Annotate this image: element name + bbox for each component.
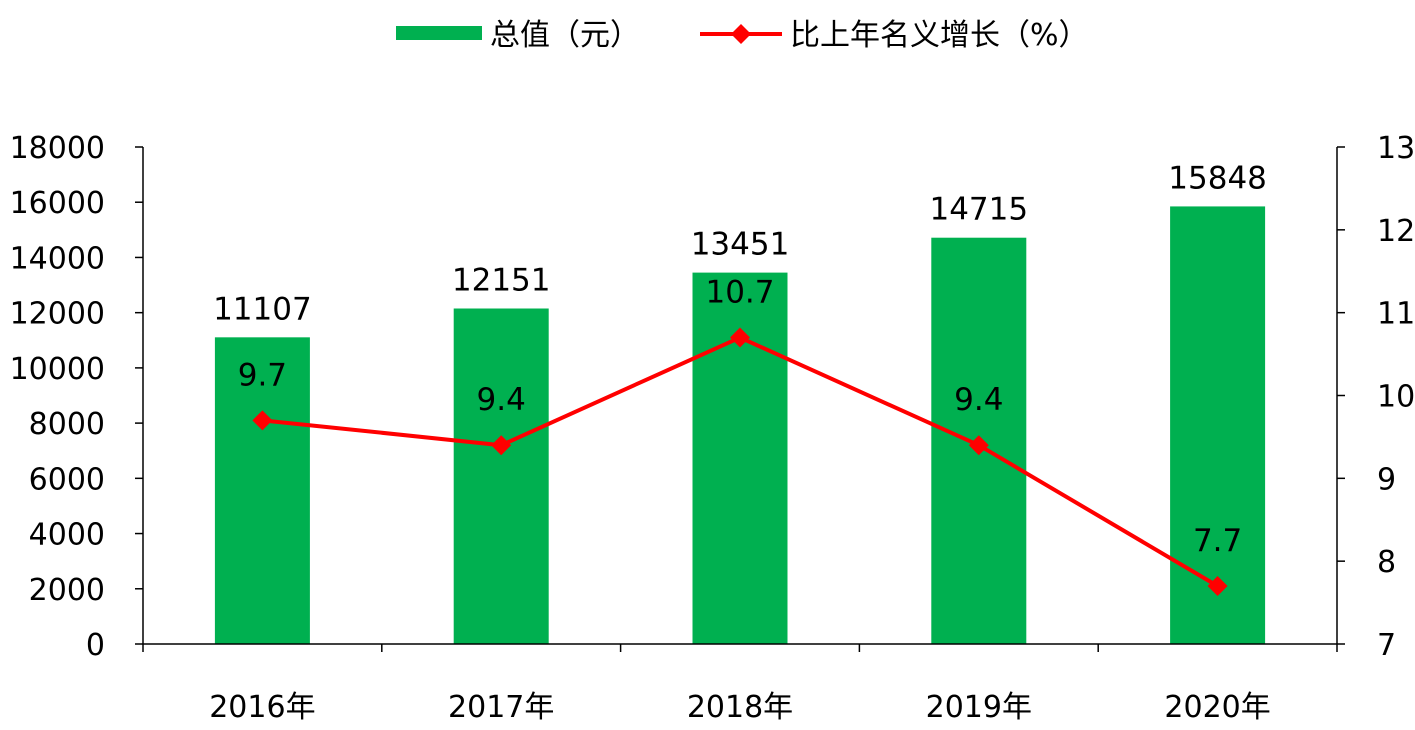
line-point — [252, 410, 273, 431]
line-point — [730, 327, 750, 348]
bar-data-label: 13451 — [691, 227, 790, 263]
y-right-tick-label: 7 — [1377, 628, 1396, 663]
line-data-label: 7.7 — [1193, 523, 1242, 559]
y-right-tick-label: 9 — [1377, 462, 1396, 497]
y-left-tick-label: 2000 — [29, 573, 105, 608]
line-point — [1207, 576, 1228, 597]
line-data-label: 9.7 — [238, 357, 287, 393]
legend-swatch-bar — [396, 26, 482, 40]
bar-data-label: 14715 — [929, 192, 1028, 228]
y-left-tick-label: 4000 — [29, 518, 105, 553]
y-axis-right: 7 8 9 10 11 12 13 — [1336, 131, 1415, 663]
x-tick-label: 2016年 — [209, 690, 315, 725]
y-left-tick-label: 8000 — [29, 407, 105, 442]
y-right-tick-label: 10 — [1377, 380, 1415, 415]
y-right-tick-label: 8 — [1377, 545, 1396, 580]
y-left-tick-label: 0 — [86, 628, 105, 663]
legend-label-bar: 总值（元） — [490, 18, 640, 53]
x-tick-label: 2017年 — [448, 690, 554, 725]
y-right-tick-label: 12 — [1377, 214, 1415, 249]
line-point — [968, 435, 989, 456]
x-tick-label: 2019年 — [926, 690, 1032, 725]
legend: 总值（元） 比上年名义增长（%） — [396, 18, 1089, 53]
x-axis: 2016年 2017年 2018年 2019年 2020年 — [142, 643, 1338, 725]
line-data-label: 9.4 — [477, 382, 526, 418]
y-left-tick-label: 6000 — [29, 462, 105, 497]
y-right-tick-label: 13 — [1377, 131, 1415, 166]
plot-area: 11107 12151 13451 14715 15848 9.7 9.4 10.7 9.4 7.… — [213, 160, 1267, 644]
y-axis-left: 0 2000 4000 6000 8000 10000 12000 14000 16000 180… — [10, 131, 144, 663]
bar — [214, 337, 310, 644]
bar-data-label: 12151 — [452, 262, 551, 298]
y-left-tick-label: 16000 — [10, 186, 105, 221]
bar-data-label: 15848 — [1168, 160, 1267, 196]
legend-label-line: 比上年名义增长（%） — [790, 18, 1089, 53]
y-left-tick-label: 10000 — [10, 352, 105, 387]
y-left-tick-label: 18000 — [10, 131, 105, 166]
line-data-label: 10.7 — [705, 275, 774, 311]
x-tick-label: 2018年 — [687, 690, 793, 725]
line-point — [491, 435, 512, 456]
bar — [1170, 206, 1266, 644]
y-left-tick-label: 14000 — [10, 241, 105, 276]
bar — [453, 308, 549, 644]
line-data-label: 9.4 — [954, 382, 1003, 418]
y-right-tick-label: 11 — [1377, 297, 1415, 332]
bar-data-label: 11107 — [213, 291, 312, 327]
y-left-tick-label: 12000 — [10, 297, 105, 332]
x-tick-label: 2020年 — [1164, 690, 1270, 725]
legend-marker-diamond — [731, 24, 751, 44]
